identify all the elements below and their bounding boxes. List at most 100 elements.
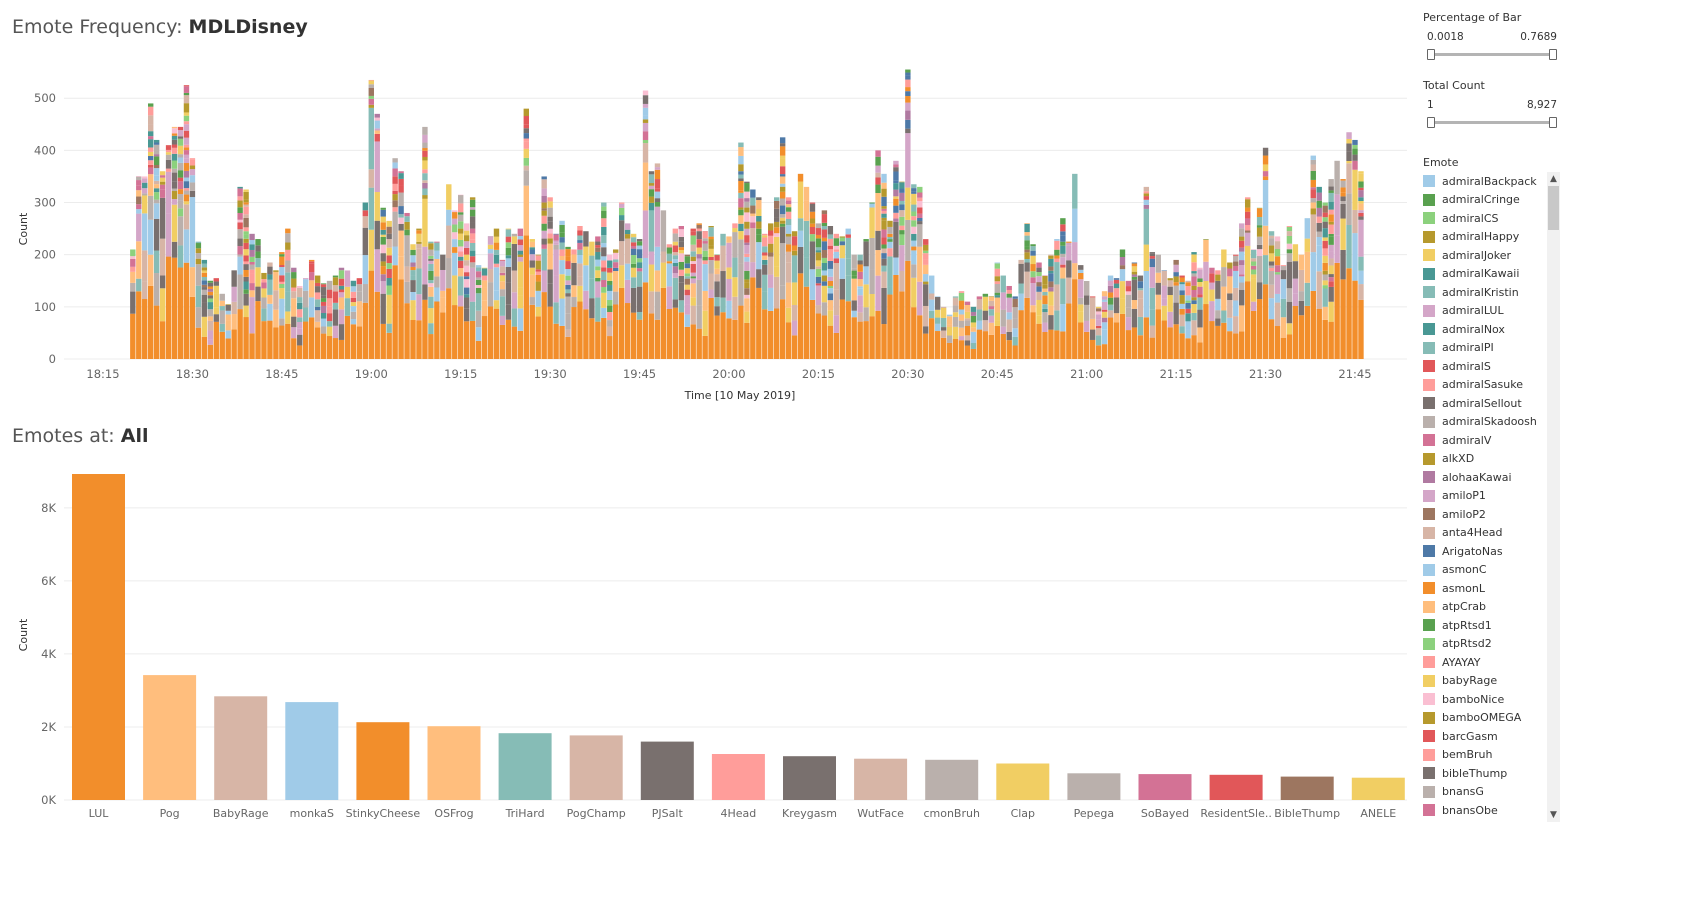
time-bar[interactable] xyxy=(642,90,649,359)
time-bar[interactable] xyxy=(267,262,273,359)
percentage-slider[interactable] xyxy=(1427,49,1557,60)
legend-item[interactable]: admiralS xyxy=(1423,357,1541,376)
time-bar[interactable] xyxy=(827,226,834,359)
time-bar[interactable] xyxy=(231,270,237,359)
time-bar[interactable] xyxy=(893,160,899,359)
time-bar[interactable] xyxy=(1286,226,1293,359)
time-bar[interactable] xyxy=(994,262,1000,359)
time-bar[interactable] xyxy=(1179,275,1185,359)
time-bar[interactable] xyxy=(1155,254,1161,359)
time-bar[interactable] xyxy=(463,223,470,359)
time-bar[interactable] xyxy=(249,233,255,359)
time-bar[interactable] xyxy=(1221,249,1227,359)
time-bar[interactable] xyxy=(613,249,619,359)
time-bar[interactable] xyxy=(1340,179,1346,359)
legend-item[interactable]: bnansObe xyxy=(1423,801,1541,817)
legend-item[interactable]: asmonC xyxy=(1423,561,1541,580)
time-bar[interactable] xyxy=(499,259,506,359)
time-bar[interactable] xyxy=(1280,265,1287,359)
time-bar[interactable] xyxy=(338,267,345,359)
time-bar[interactable] xyxy=(523,108,529,359)
time-bar[interactable] xyxy=(934,296,941,359)
time-bar[interactable] xyxy=(148,103,154,359)
time-bar[interactable] xyxy=(1018,259,1024,359)
legend-item[interactable]: admiralHappy xyxy=(1423,228,1541,247)
time-bar[interactable] xyxy=(374,113,380,359)
time-bar[interactable] xyxy=(1197,267,1203,359)
time-bar[interactable] xyxy=(1203,239,1209,359)
time-bar[interactable] xyxy=(618,202,625,359)
time-bar[interactable] xyxy=(970,306,977,359)
time-bar[interactable] xyxy=(1054,239,1060,359)
legend-item[interactable]: atpCrab xyxy=(1423,598,1541,617)
legend-item[interactable]: babyRage xyxy=(1423,672,1541,691)
time-bar[interactable] xyxy=(1209,267,1215,359)
time-bar[interactable] xyxy=(237,186,243,359)
emote-bar[interactable] xyxy=(996,763,1050,801)
time-bar[interactable] xyxy=(1298,254,1305,359)
time-bar[interactable] xyxy=(273,270,279,359)
legend-scroll-thumb[interactable] xyxy=(1548,186,1559,230)
time-bar[interactable] xyxy=(440,254,446,359)
time-bar[interactable] xyxy=(404,212,410,359)
legend-item[interactable]: ArigatoNas xyxy=(1423,542,1541,561)
time-bar[interactable] xyxy=(946,314,953,359)
time-bar[interactable] xyxy=(976,296,983,359)
time-bar[interactable] xyxy=(1328,179,1334,359)
time-bar[interactable] xyxy=(201,259,208,359)
time-bar[interactable] xyxy=(905,69,911,359)
time-bar[interactable] xyxy=(130,249,136,359)
legend-item[interactable]: admiralJoker xyxy=(1423,246,1541,265)
time-bar[interactable] xyxy=(511,233,518,359)
emote-bar[interactable] xyxy=(925,759,979,800)
emote-bar[interactable] xyxy=(214,696,268,800)
time-bar[interactable] xyxy=(982,293,989,359)
legend-item[interactable]: amiloP2 xyxy=(1423,505,1541,524)
time-bar[interactable] xyxy=(1143,186,1150,359)
emote-bar[interactable] xyxy=(854,758,908,800)
time-bar[interactable] xyxy=(368,79,374,359)
time-bar[interactable] xyxy=(380,207,386,359)
time-bar[interactable] xyxy=(225,304,231,359)
time-bar[interactable] xyxy=(350,280,357,359)
time-bar[interactable] xyxy=(869,202,875,359)
time-bar[interactable] xyxy=(183,85,190,359)
legend-item[interactable]: admiralPI xyxy=(1423,339,1541,358)
time-bar[interactable] xyxy=(279,252,285,359)
percentage-low-handle[interactable] xyxy=(1427,49,1435,60)
emote-bar[interactable] xyxy=(1280,776,1334,800)
time-bar[interactable] xyxy=(875,150,881,359)
legend-item[interactable]: admiralLUL xyxy=(1423,302,1541,321)
time-bar[interactable] xyxy=(535,254,541,359)
time-bar[interactable] xyxy=(1173,259,1179,359)
time-bar[interactable] xyxy=(1006,285,1012,359)
total-count-low-handle[interactable] xyxy=(1427,117,1435,128)
time-bar[interactable] xyxy=(672,228,679,359)
percentage-high-handle[interactable] xyxy=(1549,49,1557,60)
time-bar[interactable] xyxy=(1244,197,1251,359)
time-bar[interactable] xyxy=(410,244,416,359)
time-bar[interactable] xyxy=(768,223,774,359)
time-bar[interactable] xyxy=(720,233,726,359)
total-count-high-handle[interactable] xyxy=(1549,117,1557,128)
time-bar[interactable] xyxy=(577,226,583,359)
time-bar[interactable] xyxy=(1089,296,1096,359)
time-bar[interactable] xyxy=(493,228,500,359)
emote-bar[interactable] xyxy=(427,726,481,800)
emote-bar[interactable] xyxy=(1067,773,1121,800)
time-bar[interactable] xyxy=(165,145,172,359)
time-bar[interactable] xyxy=(547,197,553,359)
time-bar[interactable] xyxy=(1215,270,1221,359)
time-bar[interactable] xyxy=(159,171,166,359)
emote-bar[interactable] xyxy=(1138,774,1192,800)
time-bar[interactable] xyxy=(320,283,327,359)
time-bar[interactable] xyxy=(857,254,863,359)
time-bar[interactable] xyxy=(1167,278,1173,359)
legend-item[interactable]: asmonL xyxy=(1423,579,1541,598)
time-bar[interactable] xyxy=(261,272,267,359)
time-bar[interactable] xyxy=(213,278,219,359)
time-bar[interactable] xyxy=(481,267,488,359)
emote-bar[interactable] xyxy=(498,733,552,800)
legend-item[interactable]: AYAYAY xyxy=(1423,653,1541,672)
scroll-up-icon[interactable]: ▲ xyxy=(1550,174,1557,184)
